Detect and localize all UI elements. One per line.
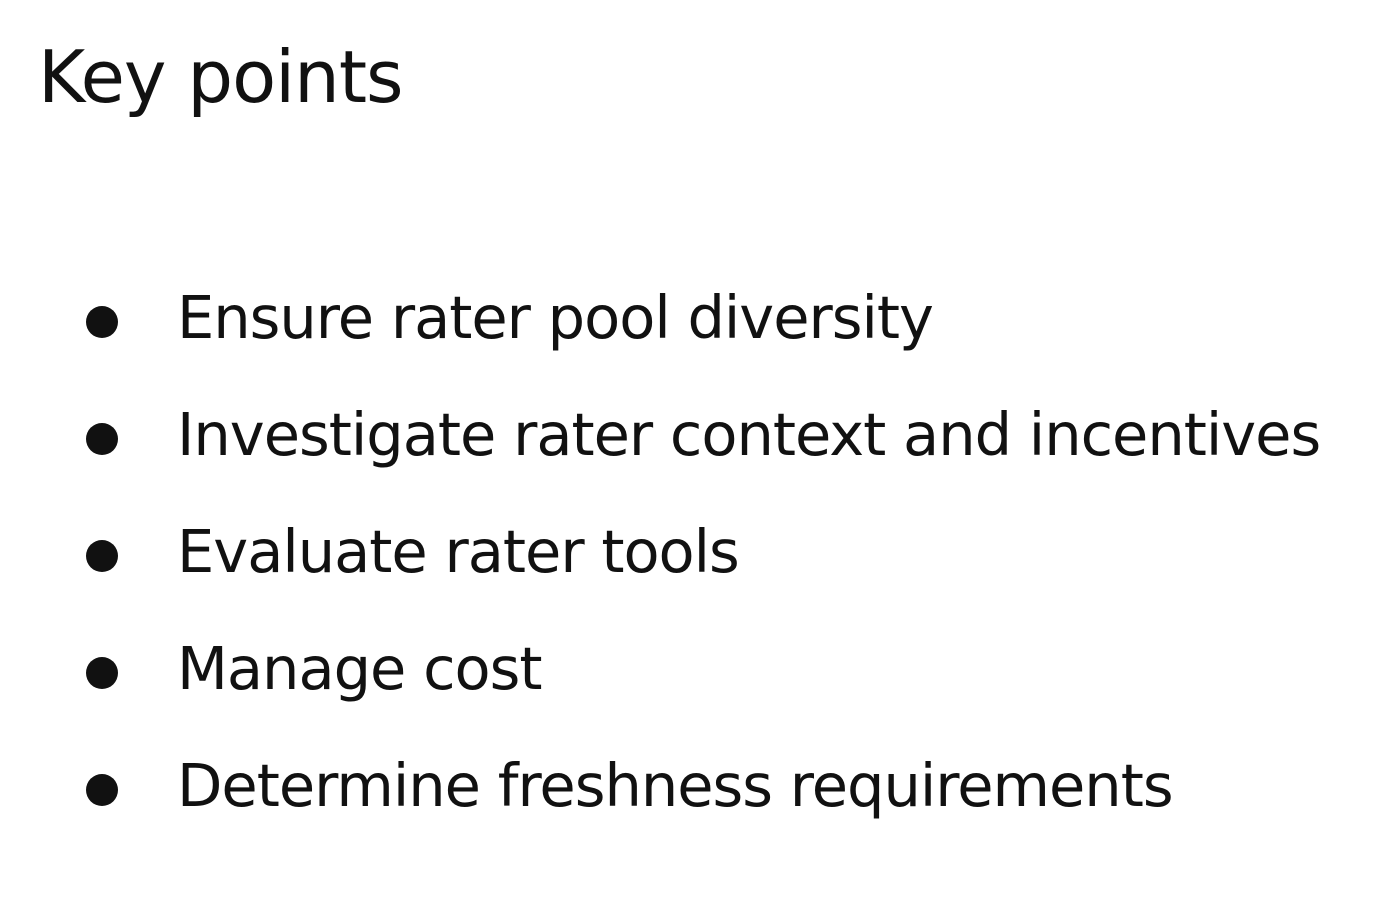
bullet-dot-icon — [86, 423, 118, 455]
bullet-dot-icon — [86, 657, 118, 689]
bullet-text: Determine freshness requirements — [177, 751, 1174, 820]
bullet-dot-icon — [86, 540, 118, 572]
bullet-text: Evaluate rater tools — [177, 517, 740, 586]
bullet-text: Ensure rater pool diversity — [177, 283, 934, 352]
bullet-text: Manage cost — [177, 634, 543, 703]
bullet-text: Investigate rater context and incentives — [177, 400, 1321, 469]
bullet-dot-icon — [86, 774, 118, 806]
bullet-dot-icon — [86, 306, 118, 338]
slide-title: Key points — [38, 35, 404, 119]
